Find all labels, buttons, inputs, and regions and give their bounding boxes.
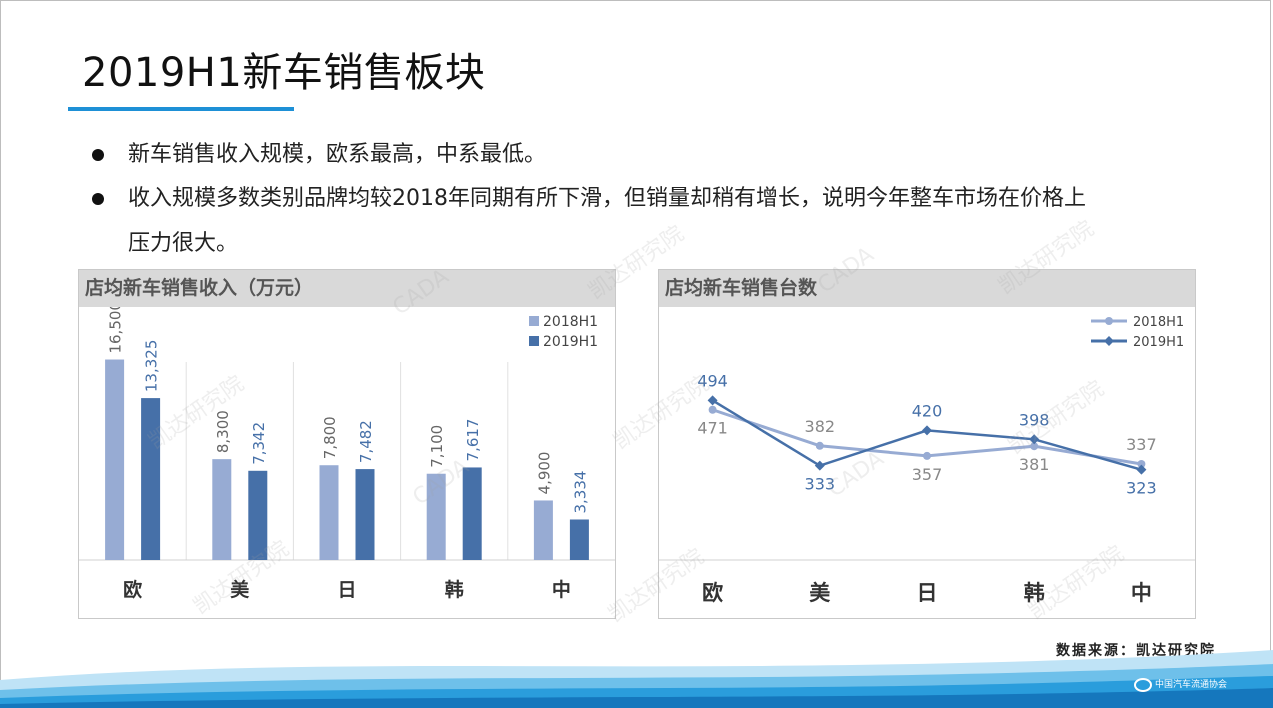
bar-2019h1 bbox=[569, 519, 589, 560]
data-point-marker bbox=[815, 441, 824, 450]
bar-2019h1 bbox=[462, 467, 482, 560]
line-data-label: 357 bbox=[912, 465, 943, 484]
bar-2018h1 bbox=[426, 473, 446, 560]
bar-data-label: 16,500 bbox=[107, 307, 125, 354]
units-chart-panel: 店均新车销售台数 471 494 欧 382 333 美 357 420 日 381 398 韩 337… bbox=[658, 269, 1196, 619]
bar-data-label: 13,325 bbox=[143, 340, 161, 393]
legend-label: 2019H1 bbox=[543, 334, 598, 350]
line-data-label: 333 bbox=[805, 475, 836, 494]
data-point-marker bbox=[923, 451, 931, 460]
page-title: 2019H1新车销售板块 bbox=[82, 50, 486, 96]
bar-2018h1 bbox=[319, 465, 339, 560]
line-data-label: 398 bbox=[1019, 410, 1050, 429]
x-tick-label: 欧 bbox=[123, 578, 142, 601]
bar-2018h1 bbox=[105, 359, 125, 560]
line-data-label: 382 bbox=[805, 417, 836, 436]
line-data-label: 323 bbox=[1126, 479, 1157, 498]
title-underline bbox=[68, 107, 294, 111]
data-point-marker bbox=[707, 395, 718, 406]
bar-data-label: 7,800 bbox=[321, 416, 339, 459]
bar-data-label: 8,300 bbox=[214, 410, 232, 453]
bullet-text: 收入规模多数类别品牌均较2018年同期有所下滑，但销量却稍有增长，说明今年整车市… bbox=[128, 186, 1086, 211]
bar-2019h1 bbox=[141, 398, 161, 560]
x-tick-label: 韩 bbox=[445, 578, 464, 601]
bar-2018h1 bbox=[212, 459, 232, 560]
bullet-dot-icon bbox=[92, 149, 104, 161]
bullet-text: 新车销售收入规模，欧系最高，中系最低。 bbox=[128, 142, 547, 167]
legend-swatch bbox=[529, 336, 539, 346]
revenue-chart-panel: 店均新车销售收入（万元） 16,500 13,325 欧 8,300 7,342 美 7,8… bbox=[78, 269, 616, 619]
footer-org-name: 中国汽车流通协会 bbox=[1155, 680, 1228, 690]
revenue-chart-title: 店均新车销售收入（万元） bbox=[79, 270, 615, 307]
x-tick-label: 中 bbox=[1131, 581, 1152, 605]
line-data-label: 420 bbox=[912, 401, 943, 420]
x-tick-label: 美 bbox=[809, 581, 830, 605]
bar-2018h1 bbox=[533, 500, 553, 560]
data-point-marker bbox=[1136, 464, 1147, 475]
legend-swatch bbox=[529, 316, 539, 326]
x-tick-label: 中 bbox=[552, 578, 571, 601]
units-line-chart: 471 494 欧 382 333 美 357 420 日 381 398 韩 337 323 中 2018H… bbox=[659, 315, 1195, 605]
data-point-marker bbox=[1030, 442, 1039, 451]
units-chart-title: 店均新车销售台数 bbox=[659, 270, 1195, 307]
bar-data-label: 7,482 bbox=[357, 420, 375, 463]
org-logo-icon bbox=[1134, 677, 1152, 692]
x-tick-label: 欧 bbox=[702, 581, 723, 605]
x-tick-label: 日 bbox=[917, 581, 938, 605]
footer-wave-decoration bbox=[0, 650, 1273, 708]
bullet-text-continued: 压力很大。 bbox=[128, 231, 239, 256]
line-data-label: 337 bbox=[1126, 435, 1157, 454]
x-tick-label: 韩 bbox=[1024, 581, 1045, 605]
bar-data-label: 7,100 bbox=[428, 425, 446, 468]
data-point-marker bbox=[708, 405, 717, 414]
data-source-note: 数据来源：凯达研究院 bbox=[1056, 643, 1216, 659]
legend-marker bbox=[1105, 317, 1113, 325]
data-point-marker bbox=[1029, 434, 1040, 445]
bar-data-label: 7,342 bbox=[250, 422, 268, 465]
revenue-bar-chart: 16,500 13,325 欧 8,300 7,342 美 7,800 7,482 日 7,100… bbox=[79, 307, 615, 601]
line-data-label: 381 bbox=[1019, 455, 1050, 474]
line-data-label: 471 bbox=[697, 419, 728, 438]
x-tick-label: 日 bbox=[337, 579, 356, 601]
data-point-marker bbox=[814, 460, 825, 471]
data-point-marker bbox=[1137, 460, 1146, 469]
legend-label: 2018H1 bbox=[543, 314, 598, 330]
legend-label: 2018H1 bbox=[1133, 315, 1184, 330]
bar-2019h1 bbox=[248, 470, 268, 560]
x-tick-label: 美 bbox=[230, 578, 250, 601]
line-data-label: 494 bbox=[697, 371, 728, 390]
bar-data-label: 7,617 bbox=[464, 419, 482, 462]
legend-marker bbox=[1104, 336, 1114, 346]
footer-org-logo: 中国汽车流通协会 bbox=[1134, 677, 1227, 692]
bar-data-label: 4,900 bbox=[535, 452, 553, 495]
legend-label: 2019H1 bbox=[1133, 335, 1184, 350]
bar-2019h1 bbox=[355, 469, 375, 560]
bar-data-label: 3,334 bbox=[571, 471, 589, 514]
data-point-marker bbox=[922, 425, 932, 436]
bullet-dot-icon bbox=[92, 193, 104, 205]
